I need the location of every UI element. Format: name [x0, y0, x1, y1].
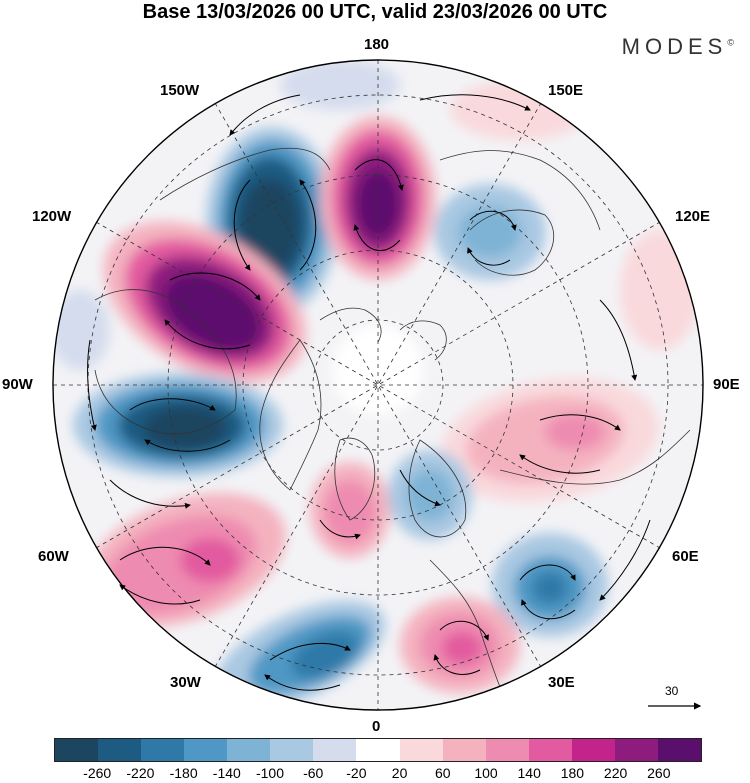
- colorbar-tick-label: 180: [560, 765, 585, 781]
- lon-label-150w: 150W: [160, 82, 200, 99]
- colorbar-segment: [98, 739, 142, 761]
- colorbar-tick-label: -20: [346, 765, 367, 781]
- lon-label-180: 180: [364, 36, 390, 53]
- colorbar-segment: [442, 739, 486, 761]
- colorbar-tick-label: 100: [474, 765, 498, 781]
- lon-label-120w: 120W: [32, 208, 72, 225]
- map-boundary: [52, 59, 704, 711]
- lon-label-60e: 60E: [672, 548, 699, 565]
- brand-mark: ©: [727, 37, 734, 48]
- lon-label-60w: 60W: [38, 548, 69, 565]
- colorbar-tick-label: -100: [255, 765, 285, 781]
- colorbar-segment: [657, 739, 701, 761]
- lon-label-0: 0: [372, 718, 381, 735]
- colorbar-segment: [614, 739, 658, 761]
- lon-label-90w: 90W: [2, 376, 33, 393]
- coastlines: [94, 147, 691, 710]
- colorbar-segment: [485, 739, 529, 761]
- map-title: Base 13/03/2026 00 UTC, valid 23/03/2026…: [142, 1, 608, 23]
- colorbar-segment: [184, 739, 228, 761]
- colorbar-segment: [313, 739, 357, 761]
- colorbar-segment: [571, 739, 615, 761]
- colorbar-tick-label: -260: [83, 765, 112, 781]
- colorbar-tick-label: 60: [435, 765, 451, 781]
- colorbar: [54, 738, 702, 762]
- vector-scale-label: 30: [665, 684, 679, 698]
- brand-name: MODES: [621, 34, 728, 59]
- lon-label-120e: 120E: [675, 208, 711, 225]
- brand-logo: MODES©: [622, 34, 734, 60]
- anomaly-field: [53, 60, 703, 710]
- colorbar-segment: [270, 739, 314, 761]
- colorbar-tick-label: 260: [647, 765, 671, 781]
- colorbar-segment: [356, 739, 400, 761]
- colorbar-tick-label: 20: [391, 765, 408, 781]
- colorbar-segment: [399, 739, 443, 761]
- colorbar-tick-label: 140: [517, 765, 541, 781]
- colorbar-tick-label: -220: [126, 765, 155, 781]
- lon-label-150e: 150E: [548, 82, 584, 99]
- lon-label-30w: 30W: [170, 674, 201, 691]
- colorbar-tick-label: 220: [603, 765, 628, 781]
- colorbar-segment: [55, 739, 99, 761]
- wind-vectors: [87, 94, 651, 691]
- graticule: [53, 60, 703, 710]
- colorbar-segment: [227, 739, 271, 761]
- colorbar-tick-label: -140: [212, 765, 241, 781]
- colorbar-segment: [141, 739, 185, 761]
- lon-label-30e: 30E: [548, 674, 575, 691]
- colorbar-segment: [528, 739, 572, 761]
- colorbar-tick-label: -180: [169, 765, 198, 781]
- lon-label-90e: 90E: [713, 376, 740, 393]
- colorbar-tick-label: -60: [303, 765, 324, 781]
